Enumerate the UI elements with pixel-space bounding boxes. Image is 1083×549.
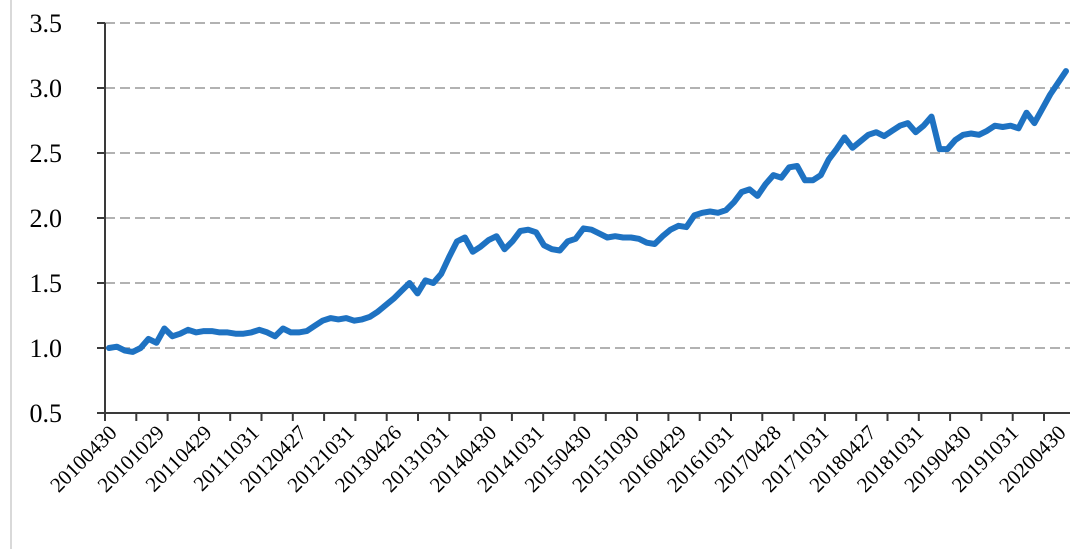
y-axis-label: 2.5 bbox=[30, 139, 63, 168]
y-axis-label: 1.0 bbox=[30, 334, 63, 363]
y-axis-label: 3.5 bbox=[30, 9, 63, 38]
y-axis-label: 0.5 bbox=[30, 399, 63, 428]
data-series-line bbox=[106, 68, 1069, 355]
y-axis-label: 1.5 bbox=[30, 269, 63, 298]
y-axis-label: 3.0 bbox=[30, 74, 63, 103]
y-axis-label: 2.0 bbox=[30, 204, 63, 233]
